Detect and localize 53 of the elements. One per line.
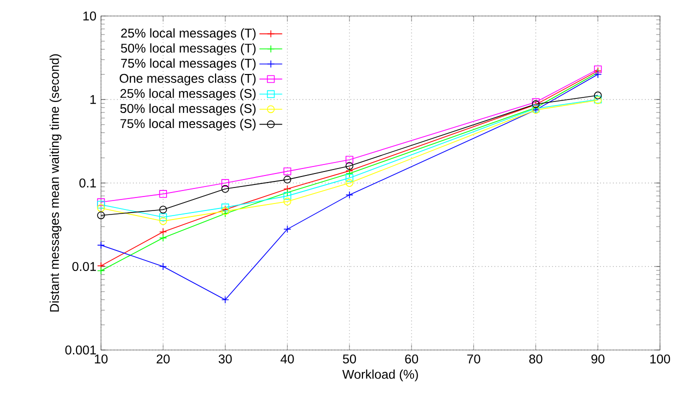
x-tick-label: 50 xyxy=(342,354,356,364)
legend-label: 75% local messages (S) xyxy=(120,118,256,131)
point xyxy=(159,213,167,222)
point xyxy=(346,162,354,170)
point xyxy=(159,190,167,198)
point xyxy=(159,217,167,225)
point xyxy=(346,156,354,164)
y-tick-label: 1 xyxy=(90,95,96,104)
y-tick-label: 0.001 xyxy=(65,346,96,354)
x-tick-label: 80 xyxy=(529,354,542,364)
x-axis-title: Workload (%) xyxy=(342,370,418,382)
point xyxy=(346,191,354,199)
legend-label: One messages class (T) xyxy=(120,74,256,86)
x-tick-label: 90 xyxy=(591,354,604,364)
point xyxy=(97,200,105,209)
point xyxy=(221,296,230,304)
point xyxy=(283,176,292,184)
legend-label: 75% local messages (T) xyxy=(121,58,256,70)
point xyxy=(221,179,230,187)
point xyxy=(594,92,602,100)
point xyxy=(97,204,105,212)
legend-label: 50% local messages (S) xyxy=(120,104,256,116)
y-tick-label: 10 xyxy=(83,12,96,20)
point xyxy=(346,170,354,178)
point xyxy=(283,167,292,176)
x-tick-label: 70 xyxy=(467,354,480,364)
point xyxy=(97,241,105,250)
x-tick-label: 100 xyxy=(650,354,670,364)
point xyxy=(159,262,167,270)
x-tick-label: 40 xyxy=(280,354,294,364)
legend-label: 25% local messages (S) xyxy=(120,88,256,100)
point xyxy=(283,198,292,206)
y-axis-title: Distant messages mean waiting time (second) xyxy=(50,54,62,312)
point xyxy=(221,185,230,193)
point xyxy=(159,234,167,242)
legend-label: 25% local messages (T) xyxy=(121,28,256,40)
point xyxy=(283,192,292,200)
legend-label: 50% local messages (T) xyxy=(121,43,256,56)
x-tick-label: 10 xyxy=(94,354,108,364)
point xyxy=(97,211,105,220)
x-tick-label: 30 xyxy=(218,354,232,364)
point xyxy=(97,266,105,275)
x-tick-label: 60 xyxy=(405,354,418,364)
point xyxy=(159,206,167,214)
point xyxy=(221,210,230,218)
point xyxy=(159,228,167,236)
point xyxy=(97,262,105,270)
y-tick-label: 0.01 xyxy=(72,262,96,271)
point xyxy=(346,179,354,187)
point xyxy=(346,174,354,182)
point xyxy=(283,225,292,234)
x-tick-label: 20 xyxy=(156,354,170,364)
y-tick-label: 0.1 xyxy=(79,178,96,188)
